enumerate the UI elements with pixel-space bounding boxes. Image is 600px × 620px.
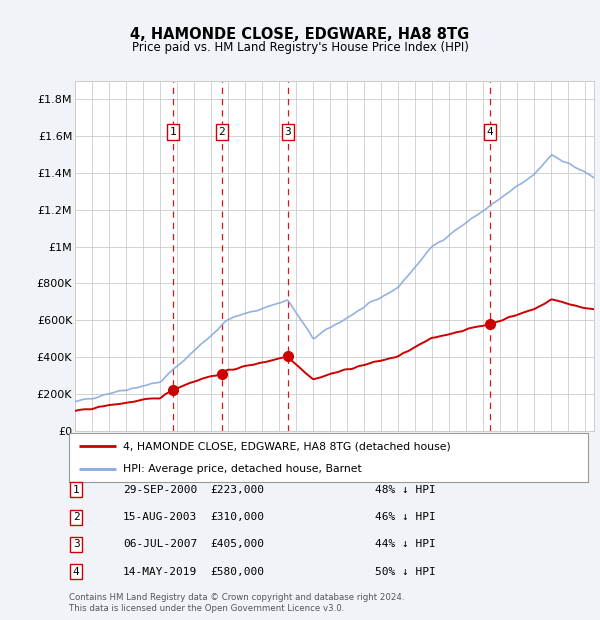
Text: 15-AUG-2003: 15-AUG-2003 [123, 512, 197, 522]
Text: 2: 2 [218, 127, 225, 137]
Text: 48% ↓ HPI: 48% ↓ HPI [375, 485, 436, 495]
Text: £223,000: £223,000 [210, 485, 264, 495]
Text: £405,000: £405,000 [210, 539, 264, 549]
Text: Contains HM Land Registry data © Crown copyright and database right 2024.
This d: Contains HM Land Registry data © Crown c… [69, 593, 404, 613]
Text: 1: 1 [169, 127, 176, 137]
Text: 46% ↓ HPI: 46% ↓ HPI [375, 512, 436, 522]
Text: 29-SEP-2000: 29-SEP-2000 [123, 485, 197, 495]
Text: 4, HAMONDE CLOSE, EDGWARE, HA8 8TG: 4, HAMONDE CLOSE, EDGWARE, HA8 8TG [130, 27, 470, 42]
Text: 3: 3 [73, 539, 80, 549]
Text: 4: 4 [487, 127, 493, 137]
Text: £310,000: £310,000 [210, 512, 264, 522]
Text: 06-JUL-2007: 06-JUL-2007 [123, 539, 197, 549]
Text: 4, HAMONDE CLOSE, EDGWARE, HA8 8TG (detached house): 4, HAMONDE CLOSE, EDGWARE, HA8 8TG (deta… [124, 441, 451, 451]
Text: 14-MAY-2019: 14-MAY-2019 [123, 567, 197, 577]
Text: 2: 2 [73, 512, 80, 522]
Text: Price paid vs. HM Land Registry's House Price Index (HPI): Price paid vs. HM Land Registry's House … [131, 41, 469, 53]
Text: 50% ↓ HPI: 50% ↓ HPI [375, 567, 436, 577]
Text: 3: 3 [284, 127, 291, 137]
Text: 44% ↓ HPI: 44% ↓ HPI [375, 539, 436, 549]
Text: £580,000: £580,000 [210, 567, 264, 577]
Text: HPI: Average price, detached house, Barnet: HPI: Average price, detached house, Barn… [124, 464, 362, 474]
Text: 4: 4 [73, 567, 80, 577]
Text: 1: 1 [73, 485, 80, 495]
